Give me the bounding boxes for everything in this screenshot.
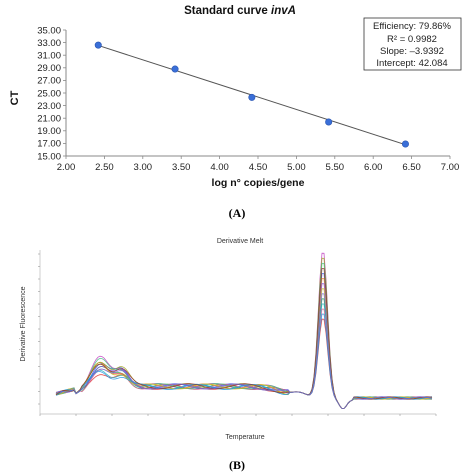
standard-curve-chart: Standard curve invA 2.00 2.50 3.00 3.50 4.00…: [9, 5, 462, 189]
y-tick-label: 19.00: [37, 126, 61, 137]
x-tick-label: 5.50: [326, 162, 345, 173]
melt-curve: [55, 288, 433, 409]
b-x-ticks: [39, 414, 437, 416]
melt-curve: [56, 298, 432, 409]
b-y-axis-label: Derivative Fluorescence: [20, 286, 27, 361]
melt-curve: [55, 313, 433, 409]
y-tick-label: 17.00: [37, 139, 61, 150]
stats-slope: Slope: –3.9392: [380, 46, 444, 57]
melt-curve: [55, 308, 433, 409]
x-tick-label: 2.00: [57, 162, 76, 173]
derivative-melt-chart: Derivative Melt Temperature Derivative F…: [20, 238, 437, 441]
y-tick-label: 25.00: [37, 88, 61, 99]
data-point: [94, 41, 102, 49]
melt-curve: [55, 283, 433, 409]
data-point: [401, 140, 409, 148]
melt-curve: [55, 318, 433, 409]
y-tick-label: 33.00: [37, 38, 61, 49]
chart-a-title-italic: invA: [271, 5, 296, 17]
x-axis-label: log n° copies/gene: [212, 177, 305, 189]
x-tick-label: 7.00: [441, 162, 460, 173]
b-y-ticks: [38, 253, 40, 405]
melt-curves: [55, 252, 433, 409]
panel-label-b: (B): [229, 458, 245, 472]
y-tick-label: 29.00: [37, 63, 61, 74]
panel-label-a: (A): [228, 206, 246, 220]
melt-curve: [55, 293, 433, 409]
y-tick-label: 35.00: [37, 25, 61, 36]
x-tick-label: 3.50: [172, 162, 191, 173]
y-axis-label: CT: [9, 90, 21, 105]
x-tick-label: 5.00: [287, 162, 306, 173]
chart-a-title: Standard curve invA: [184, 5, 296, 17]
x-tick-label: 3.00: [134, 162, 153, 173]
x-tick-label: 6.50: [402, 162, 421, 173]
data-point: [248, 93, 256, 101]
data-point: [325, 118, 333, 126]
melt-curve: [55, 303, 433, 409]
y-tick-label: 21.00: [37, 114, 61, 125]
y-tick-label: 31.00: [37, 51, 61, 62]
y-tick-label: 23.00: [37, 101, 61, 112]
y-tick-label: 15.00: [37, 151, 61, 162]
stats-efficiency: Efficiency: 79.86%: [373, 21, 452, 32]
x-tick-label: 4.00: [210, 162, 229, 173]
stats-box: Efficiency: 79.86% R² = 0.9982 Slope: –3…: [363, 17, 462, 71]
y-tick-label: 27.00: [37, 76, 61, 87]
chart-b-title: Derivative Melt: [217, 238, 263, 245]
stats-box-frame: [363, 17, 462, 71]
x-tick-label: 6.00: [364, 162, 383, 173]
data-point: [171, 65, 179, 73]
x-tick-label: 4.50: [249, 162, 268, 173]
stats-r-squared: R² = 0.9982: [387, 34, 437, 45]
chart-a-title-plain: Standard curve: [184, 5, 271, 17]
stats-intercept: Intercept: 42.084: [376, 58, 447, 69]
x-tick-label: 2.50: [95, 162, 114, 173]
x-tick-labels: 2.00 2.50 3.00 3.50 4.00 4.50 5.00 5.50 6.00 6.50…: [57, 156, 460, 173]
b-x-axis-label: Temperature: [225, 434, 264, 441]
data-points: [94, 41, 409, 148]
